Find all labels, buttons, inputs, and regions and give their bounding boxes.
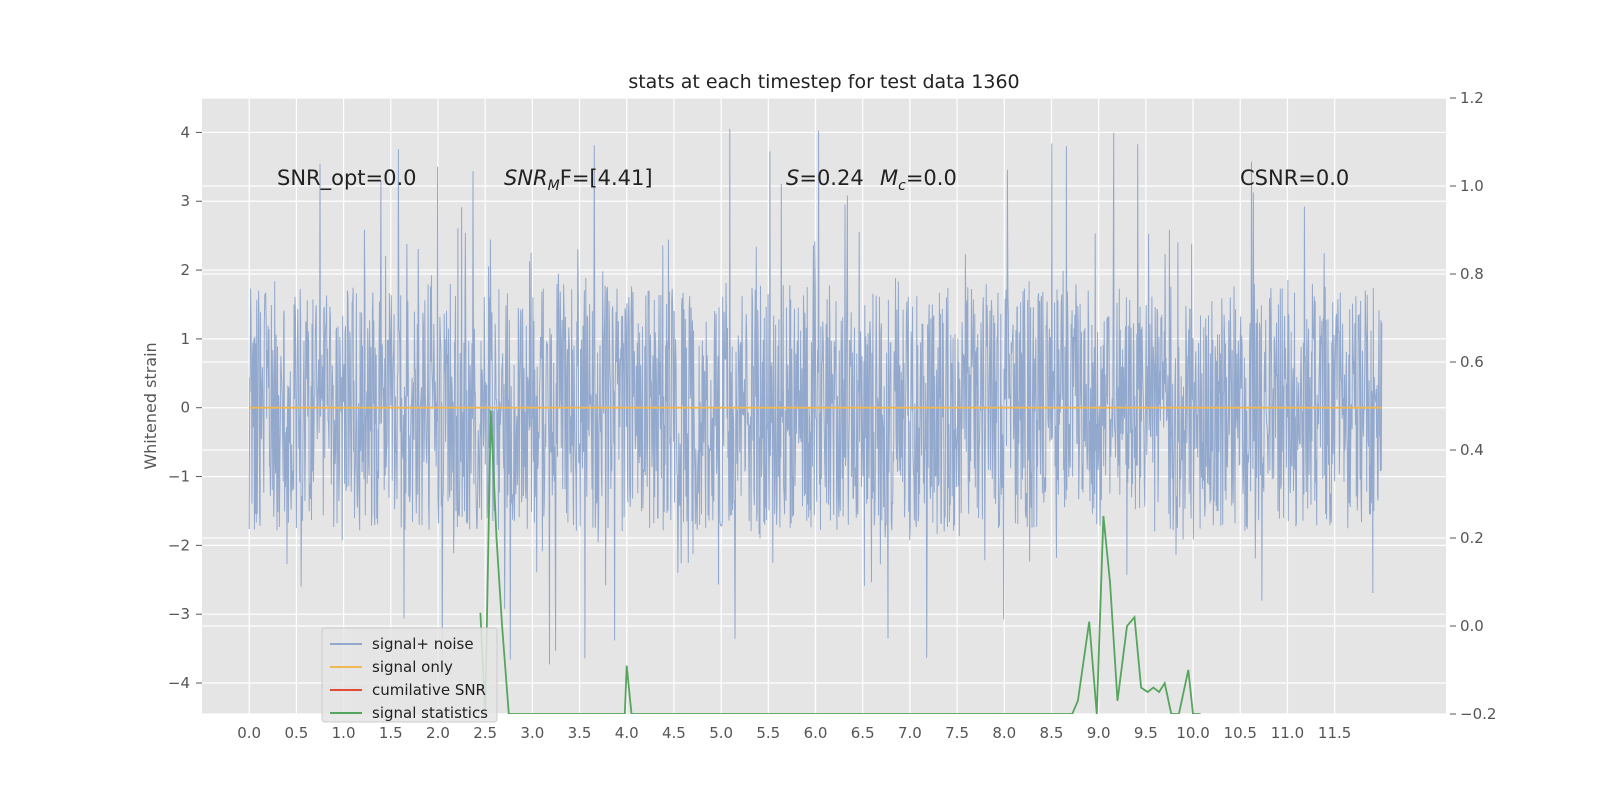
x-tick-label: 0.0 bbox=[237, 724, 261, 742]
y2-tick-label: 0.0 bbox=[1460, 617, 1484, 635]
y2-tick-label: 1.2 bbox=[1460, 89, 1484, 107]
x-tick-label: 10.5 bbox=[1224, 724, 1257, 742]
legend: signal+ noise signal only cumilative SNR si… bbox=[321, 627, 498, 723]
annotation-s: S=0.24 bbox=[786, 166, 864, 190]
x-tick-label: 9.5 bbox=[1134, 724, 1158, 742]
y-axis-ticks: 4 3 2 1 0 −1 −2 −3 −4 bbox=[168, 123, 202, 692]
x-tick-label: 11.5 bbox=[1318, 724, 1351, 742]
x-tick-label: 7.5 bbox=[945, 724, 969, 742]
y2-tick-label: 0.6 bbox=[1460, 353, 1484, 371]
x-tick-label: 10.0 bbox=[1176, 724, 1209, 742]
x-tick-label: 2.0 bbox=[426, 724, 450, 742]
annotation-s-name: S bbox=[786, 166, 799, 190]
legend-label: cumilative SNR bbox=[372, 681, 486, 699]
x-tick-label: 6.0 bbox=[804, 724, 828, 742]
legend-label: signal+ noise bbox=[372, 635, 474, 653]
x-tick-label: 8.5 bbox=[1040, 724, 1064, 742]
y2-tick-label: 0.2 bbox=[1460, 529, 1484, 547]
y-tick-label: −4 bbox=[168, 674, 190, 692]
x-tick-label: 0.5 bbox=[284, 724, 308, 742]
x-tick-label: 3.0 bbox=[520, 724, 544, 742]
y-tick-label: −2 bbox=[168, 536, 190, 554]
annotation-mc-value: =0.0 bbox=[906, 166, 957, 190]
annotation-csnr: CSNR=0.0 bbox=[1240, 166, 1349, 190]
x-tick-label: 6.5 bbox=[851, 724, 875, 742]
x-tick-label: 1.0 bbox=[332, 724, 356, 742]
y2-tick-label: −0.2 bbox=[1460, 705, 1496, 723]
x-tick-label: 5.5 bbox=[756, 724, 780, 742]
series-layer bbox=[248, 128, 1383, 714]
y2-tick-label: 0.8 bbox=[1460, 265, 1484, 283]
y2-axis-ticks: 1.2 1.0 0.8 0.6 0.4 0.2 0.0 −0.2 bbox=[1450, 89, 1496, 723]
annotation-mc-name: M bbox=[880, 166, 898, 190]
x-tick-label: 7.0 bbox=[898, 724, 922, 742]
x-tick-label: 9.0 bbox=[1087, 724, 1111, 742]
x-axis-ticks: 0.0 0.5 1.0 1.5 2.0 2.5 3.0 3.5 4.0 4.5 5.0 5.5 6.0 6… bbox=[237, 724, 1351, 742]
annotation-snr-mf-tail: F=[4.41] bbox=[560, 166, 653, 190]
x-tick-label: 8.0 bbox=[992, 724, 1016, 742]
y-tick-label: 4 bbox=[180, 123, 190, 141]
x-tick-label: 2.5 bbox=[473, 724, 497, 742]
y-tick-label: −3 bbox=[168, 605, 190, 623]
annotation-snr-opt: SNR_opt=0.0 bbox=[277, 166, 417, 191]
x-tick-label: 11.0 bbox=[1271, 724, 1304, 742]
y-axis-label: Whitened strain bbox=[141, 342, 160, 469]
x-tick-label: 3.5 bbox=[568, 724, 592, 742]
annotation-s-value: =0.24 bbox=[799, 166, 863, 190]
annotation-mc-sub: c bbox=[898, 178, 906, 194]
legend-box bbox=[321, 627, 498, 723]
x-tick-label: 1.5 bbox=[379, 724, 403, 742]
annotation-snr-mf-name: SNR bbox=[504, 166, 548, 190]
x-tick-label: 4.5 bbox=[662, 724, 686, 742]
series-line-signal-noise bbox=[248, 128, 1383, 665]
y-tick-label: 2 bbox=[180, 261, 190, 279]
series-line-signal-statistics bbox=[479, 410, 1201, 714]
y2-tick-label: 1.0 bbox=[1460, 177, 1484, 195]
y-tick-label: 1 bbox=[180, 330, 190, 348]
y-tick-label: 0 bbox=[180, 399, 190, 417]
y-tick-label: 3 bbox=[180, 192, 190, 210]
chart-title: stats at each timestep for test data 136… bbox=[628, 71, 1019, 93]
y-tick-label: −1 bbox=[168, 468, 190, 486]
annotation-mc: Mc=0.0 bbox=[880, 166, 957, 194]
x-tick-label: 4.0 bbox=[615, 724, 639, 742]
x-tick-label: 5.0 bbox=[709, 724, 733, 742]
annotation-snr-mf: SNRMF=[4.41] bbox=[504, 166, 653, 194]
y2-tick-label: 0.4 bbox=[1460, 441, 1484, 459]
annotation-snr-mf-sub: M bbox=[548, 178, 560, 194]
legend-label: signal statistics bbox=[372, 704, 488, 722]
legend-label: signal only bbox=[372, 658, 453, 676]
